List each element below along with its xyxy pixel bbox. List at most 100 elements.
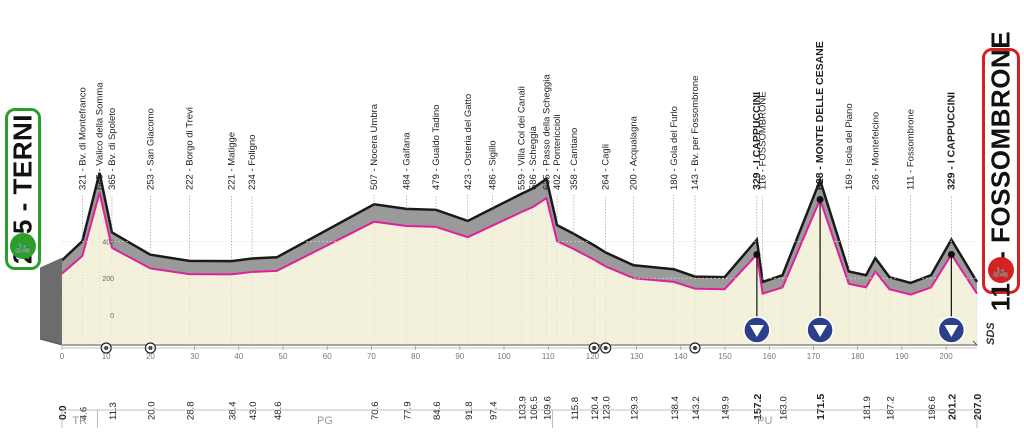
region-label: TR <box>72 415 87 427</box>
waypoint-name: 180 - Gola del Furlo <box>669 106 680 190</box>
km-label: 123.0 <box>602 396 613 420</box>
km-tick-label: 160 <box>763 352 777 361</box>
km-label: 97.4 <box>489 401 500 420</box>
elevation-tick-label: 0 <box>110 313 114 320</box>
axis-layer: 0.0 4.6 11.3 20.0 28.8 38.4 43.0 48.6 70.6 77.9 84… <box>57 322 997 428</box>
km-tick-label: 190 <box>895 352 909 361</box>
waypoint-name: 423 - Osteria del Gatto <box>463 94 474 190</box>
waypoint-name: 402 - Pontericcioli <box>552 114 563 190</box>
km-tick-label: 80 <box>411 352 420 361</box>
terrain-band <box>62 172 977 295</box>
km-label: 201.2 <box>946 394 958 420</box>
km-tick-label: 0 <box>60 352 65 361</box>
km-label: 11.3 <box>108 402 119 420</box>
waypoint-name: 236 - Montefelcino <box>870 112 881 190</box>
km-label: 120.4 <box>590 396 601 420</box>
km-tick-label: 70 <box>367 352 376 361</box>
km-label: 4.6 <box>78 407 89 420</box>
ground-area <box>62 192 977 345</box>
finish-badge: 116 - FOSSOMBRONE 🚲 <box>982 31 1020 311</box>
km-label: 149.9 <box>721 396 732 420</box>
km-tick-label: 130 <box>630 352 644 361</box>
base-edge <box>39 338 979 346</box>
km-label: 163.0 <box>779 396 790 420</box>
km-tick-label: 170 <box>807 352 821 361</box>
waypoint-name: 507 - Nocera Umbra <box>369 103 380 190</box>
waypoint-name: 200 - Acqualagna <box>629 115 640 190</box>
waypoint-name: 365 - Bv. di Spoleto <box>107 108 118 190</box>
km-tick-label: 50 <box>279 352 288 361</box>
waypoint-name: 321 - Bv. di Montefranco <box>77 87 88 190</box>
bicycle-icon: 🚲 <box>10 233 36 259</box>
km-tick-label: 120 <box>586 352 600 361</box>
waypoint-name: 329 - I CAPPUCCINI <box>751 92 763 190</box>
waypoint-name: 264 - Cagli <box>601 144 612 190</box>
km-label: 38.4 <box>228 402 239 421</box>
kom-dot <box>816 195 824 203</box>
waypoint-name: 559 - Villa Col dei Canali <box>516 86 527 190</box>
km-label: 115.8 <box>570 397 581 420</box>
kom-triangle-icon <box>944 325 959 337</box>
km-label: 20.0 <box>146 402 157 421</box>
kom-dot <box>753 250 761 258</box>
km-tick-label: 20 <box>146 352 155 361</box>
km-tick-label: 110 <box>542 352 555 361</box>
km-label: 48.6 <box>273 402 284 421</box>
waypoint-name: 665 - Valico della Somma <box>95 82 106 190</box>
start-badge: 225 - TERNI 🚲 <box>5 108 41 270</box>
waypoint-name: 479 - Gualdo Tadino <box>431 105 442 190</box>
km-tick-label: 150 <box>718 352 732 361</box>
km-tick-label: 140 <box>674 352 688 361</box>
waypoint-name: 111 - Fossombrone <box>906 109 917 190</box>
km-tick-label: 200 <box>939 352 953 361</box>
waypoint-name: 586 - Scheggia <box>528 125 539 190</box>
start-wedge <box>40 257 62 345</box>
region-label: PG <box>317 415 333 427</box>
kom-dot <box>947 250 955 258</box>
waypoint-name: 358 - Cantiano <box>569 128 580 190</box>
waypoint-name: 234 - Foligno <box>247 135 258 190</box>
ground-layer <box>62 192 977 345</box>
km-label: 28.8 <box>185 402 196 421</box>
waypoint-name: 628 - MONTE DELLE CESANE <box>814 41 826 190</box>
km-label: 187.2 <box>885 396 896 420</box>
waypoint-name: 484 - Gaifana <box>401 132 412 190</box>
km-label: 129.3 <box>630 396 641 420</box>
km-tick-label: 30 <box>190 352 199 361</box>
elevation-tick-label: 400 <box>102 239 114 246</box>
kom-triangle-icon <box>813 325 828 337</box>
km-label: 103.9 <box>517 396 528 420</box>
waypoint-name: 116 - FOSSOMBRONE <box>758 91 769 190</box>
km-label: 171.5 <box>815 394 827 420</box>
km-tick-label: 40 <box>234 352 243 361</box>
waypoint-name: 635 - Passo della Scheggia <box>541 74 552 190</box>
waypoint-name: 169 - Isola del Piano <box>844 103 855 190</box>
elevation-tick-label: 200 <box>102 276 114 283</box>
km-label: 109.6 <box>542 396 553 420</box>
waypoint-name: 221 - Matigge <box>227 132 238 190</box>
region-label: PU <box>757 415 772 427</box>
km-label: 0.0 <box>57 405 69 420</box>
finish-bicycle-icon: 🚲 <box>988 257 1014 283</box>
km-label: 43.0 <box>248 402 259 421</box>
km-tick-label: 10 <box>102 352 111 361</box>
km-tick-label: 90 <box>455 352 464 361</box>
km-label: 70.6 <box>370 402 381 421</box>
km-label: 143.2 <box>691 396 702 420</box>
km-label: 91.8 <box>464 402 475 421</box>
km-label: 181.9 <box>862 396 873 420</box>
label-layer: 321 - Bv. di Montefranco 665 - Valico del… <box>77 41 957 281</box>
waypoint-name: 143 - Bv. per Fossombrone <box>690 76 701 190</box>
km-label: 196.6 <box>927 396 938 420</box>
waypoint-name: 222 - Borgo di Trevi <box>184 107 195 190</box>
kom-triangle-icon <box>749 325 764 337</box>
sds-logo: SDS <box>985 322 997 345</box>
waypoint-name: 486 - Sigillo <box>488 140 499 190</box>
km-tick-label: 60 <box>323 352 332 361</box>
km-label: 84.6 <box>432 402 443 421</box>
km-label: 207.0 <box>972 394 984 420</box>
km-label: 106.5 <box>529 396 540 420</box>
km-label: 138.4 <box>670 396 681 420</box>
waypoint-name: 329 - I CAPPUCCINI <box>945 92 957 190</box>
